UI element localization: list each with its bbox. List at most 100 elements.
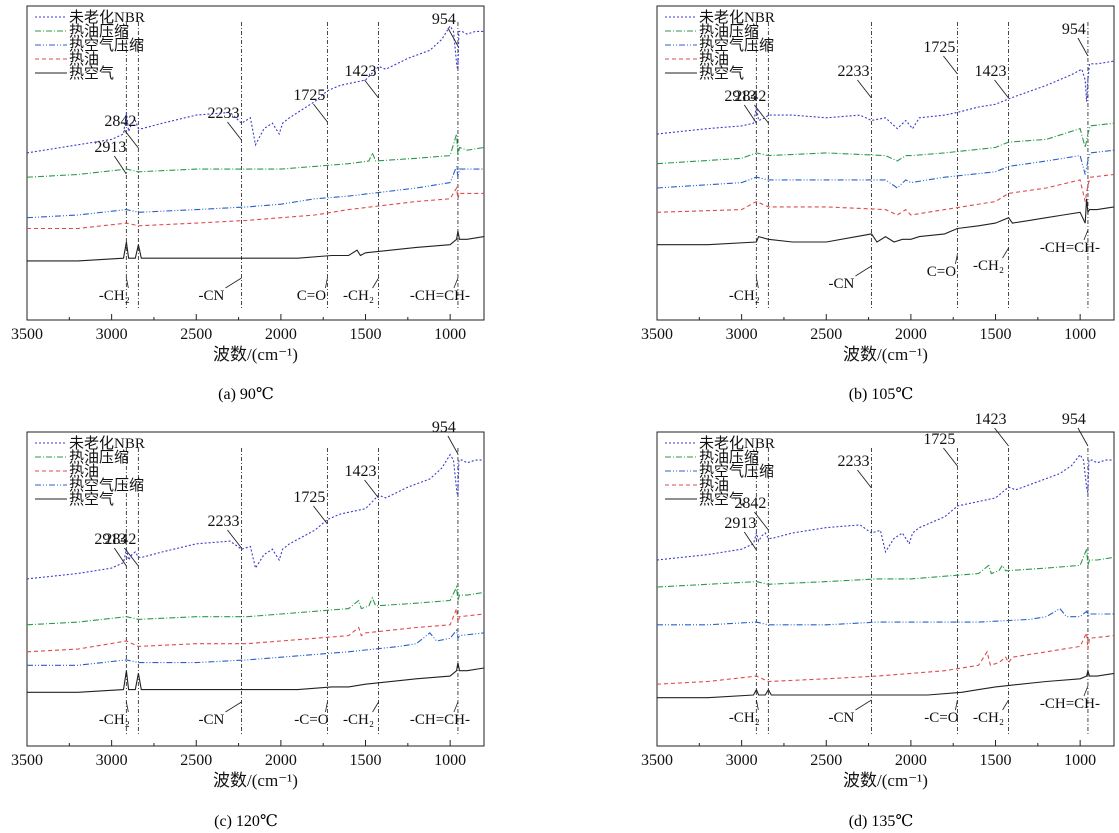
series-line: [26, 166, 484, 219]
group-leader-line: [453, 701, 459, 713]
group-leader-line: [453, 277, 459, 289]
peak-leader-line: [447, 27, 459, 47]
functional-group-label: C=O: [297, 288, 326, 304]
x-axis-label: 波数/(cm⁻¹): [213, 771, 298, 790]
series-line: [656, 60, 1115, 135]
x-tick-label: 3000: [96, 326, 128, 343]
legend-entry: 热空气: [699, 491, 744, 508]
peak-leader-line: [313, 505, 328, 525]
x-tick-label: 2000: [895, 752, 927, 769]
peak-label: 1423: [975, 411, 1007, 428]
x-tick-label: 1000: [434, 752, 466, 769]
legend-entry: 热空气压缩: [699, 463, 774, 480]
peak-leader-line: [1077, 427, 1089, 447]
functional-group-label: -C=O: [294, 712, 328, 728]
series-line: [27, 186, 484, 230]
legend-entry: 热空气: [69, 65, 114, 82]
peak-leader-line: [857, 79, 872, 99]
functional-group-label: -CH=CH-: [1040, 696, 1100, 712]
functional-group-label: -CH=CH-: [410, 712, 470, 728]
x-tick-label: 1000: [434, 326, 466, 343]
x-tick-label: 2500: [180, 326, 212, 343]
group-leader-line: [372, 277, 379, 289]
x-tick-label: 1500: [980, 326, 1012, 343]
functional-group-label: -CN: [829, 710, 855, 726]
x-axis-label: 波数/(cm⁻¹): [213, 345, 298, 364]
peak-leader-line: [994, 79, 1009, 99]
peak-leader-line: [227, 121, 242, 141]
functional-group-label: -CH₂: [973, 258, 1004, 274]
series-line: [26, 453, 484, 580]
functional-group-label: -CH=CH-: [1040, 240, 1100, 256]
peak-leader-line: [943, 55, 958, 75]
legend-entry: 热油压缩: [69, 23, 129, 40]
plot-frame: [26, 5, 485, 321]
group-leader-line: [325, 701, 328, 713]
group-leader-line: [955, 253, 958, 265]
legend-entry: 未老化NBR: [699, 9, 775, 26]
x-axis-label: 波数/(cm⁻¹): [843, 345, 928, 364]
group-leader-line: [225, 277, 242, 289]
series-line: [26, 133, 485, 178]
caption-b: (b) 105℃: [848, 386, 914, 403]
series-line: [26, 584, 485, 626]
peak-leader-line: [124, 547, 139, 567]
peak-label: 2842: [104, 113, 136, 130]
series-line: [656, 630, 1115, 685]
x-tick-label: 3000: [726, 326, 758, 343]
x-tick-label: 3500: [641, 752, 673, 769]
caption-d: (d) 135℃: [848, 813, 914, 830]
peak-leader-line: [754, 511, 769, 531]
group-leader-line: [755, 277, 759, 289]
group-leader-line: [1002, 699, 1009, 711]
peak-leader-line: [943, 447, 958, 467]
legend-entry: 热空气: [69, 491, 114, 508]
legend-entry: 热空气压缩: [69, 37, 144, 54]
functional-group-label: -C=O: [924, 710, 958, 726]
peak-label: 1725: [293, 489, 325, 506]
peak-leader-line: [227, 529, 242, 549]
functional-group-label: -CH₂: [343, 712, 374, 728]
peak-leader-line: [754, 104, 769, 124]
series-line: [656, 173, 1115, 216]
series-line: [657, 198, 1115, 246]
legend-entry: 未老化NBR: [699, 435, 775, 452]
series-line: [657, 607, 1114, 626]
series-line: [27, 628, 485, 666]
group-leader-line: [755, 699, 759, 711]
group-leader-line: [125, 701, 129, 713]
legend-entry: 热油: [69, 51, 99, 68]
peak-leader-line: [743, 104, 757, 124]
legend-entry: 热油压缩: [699, 449, 759, 466]
functional-group-label: -CH₂: [729, 288, 760, 304]
peak-leader-line: [447, 435, 459, 455]
legend-entry: 未老化NBR: [69, 9, 145, 26]
x-tick-label: 2500: [180, 752, 212, 769]
functional-group-label: -CH₂: [343, 288, 374, 304]
series-line: [656, 149, 1115, 189]
group-leader-line: [1002, 247, 1009, 259]
peak-label: 2233: [207, 105, 239, 122]
peak-label: 1725: [923, 39, 955, 56]
x-axis-label: 波数/(cm⁻¹): [843, 771, 928, 790]
peak-label: 1423: [345, 463, 377, 480]
group-leader-line: [1083, 229, 1089, 241]
caption-a: (a) 90℃: [218, 386, 274, 403]
peak-label: 2233: [207, 513, 239, 530]
series-line: [26, 24, 484, 154]
peak-label: 1725: [923, 431, 955, 448]
peak-label: 2913: [724, 88, 756, 105]
peak-leader-line: [994, 427, 1009, 447]
peak-label: 954: [432, 419, 456, 436]
functional-group-label: -CH₂: [99, 288, 130, 304]
peak-label: 2842: [734, 495, 766, 512]
caption-c: (c) 120℃: [214, 813, 278, 830]
x-tick-label: 3500: [11, 326, 43, 343]
functional-group-label: -CH₂: [973, 710, 1004, 726]
legend-entry: 热空气压缩: [699, 37, 774, 54]
group-leader-line: [225, 701, 242, 713]
series-line: [27, 662, 485, 693]
peak-leader-line: [1077, 37, 1089, 57]
series-line: [656, 122, 1115, 165]
peak-leader-line: [364, 79, 379, 99]
